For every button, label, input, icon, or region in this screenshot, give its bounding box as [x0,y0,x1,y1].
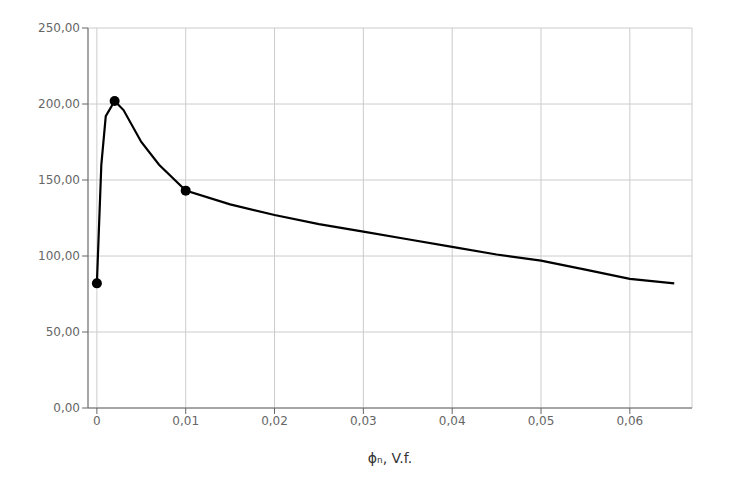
svg-text:0,06: 0,06 [616,414,643,428]
svg-text:200,00: 200,00 [38,97,80,111]
svg-text:50,00: 50,00 [46,325,80,339]
svg-text:0,00: 0,00 [53,401,80,415]
svg-text:0,03: 0,03 [350,414,377,428]
svg-text:250,00: 250,00 [38,21,80,35]
svg-text:0,04: 0,04 [439,414,466,428]
svg-text:0,02: 0,02 [261,414,288,428]
svg-text:ϕₙ, V.f.: ϕₙ, V.f. [368,450,412,466]
svg-text:150,00: 150,00 [38,173,80,187]
svg-text:0: 0 [93,414,101,428]
svg-text:0,05: 0,05 [528,414,555,428]
svg-text:0,01: 0,01 [172,414,199,428]
svg-text:100,00: 100,00 [38,249,80,263]
